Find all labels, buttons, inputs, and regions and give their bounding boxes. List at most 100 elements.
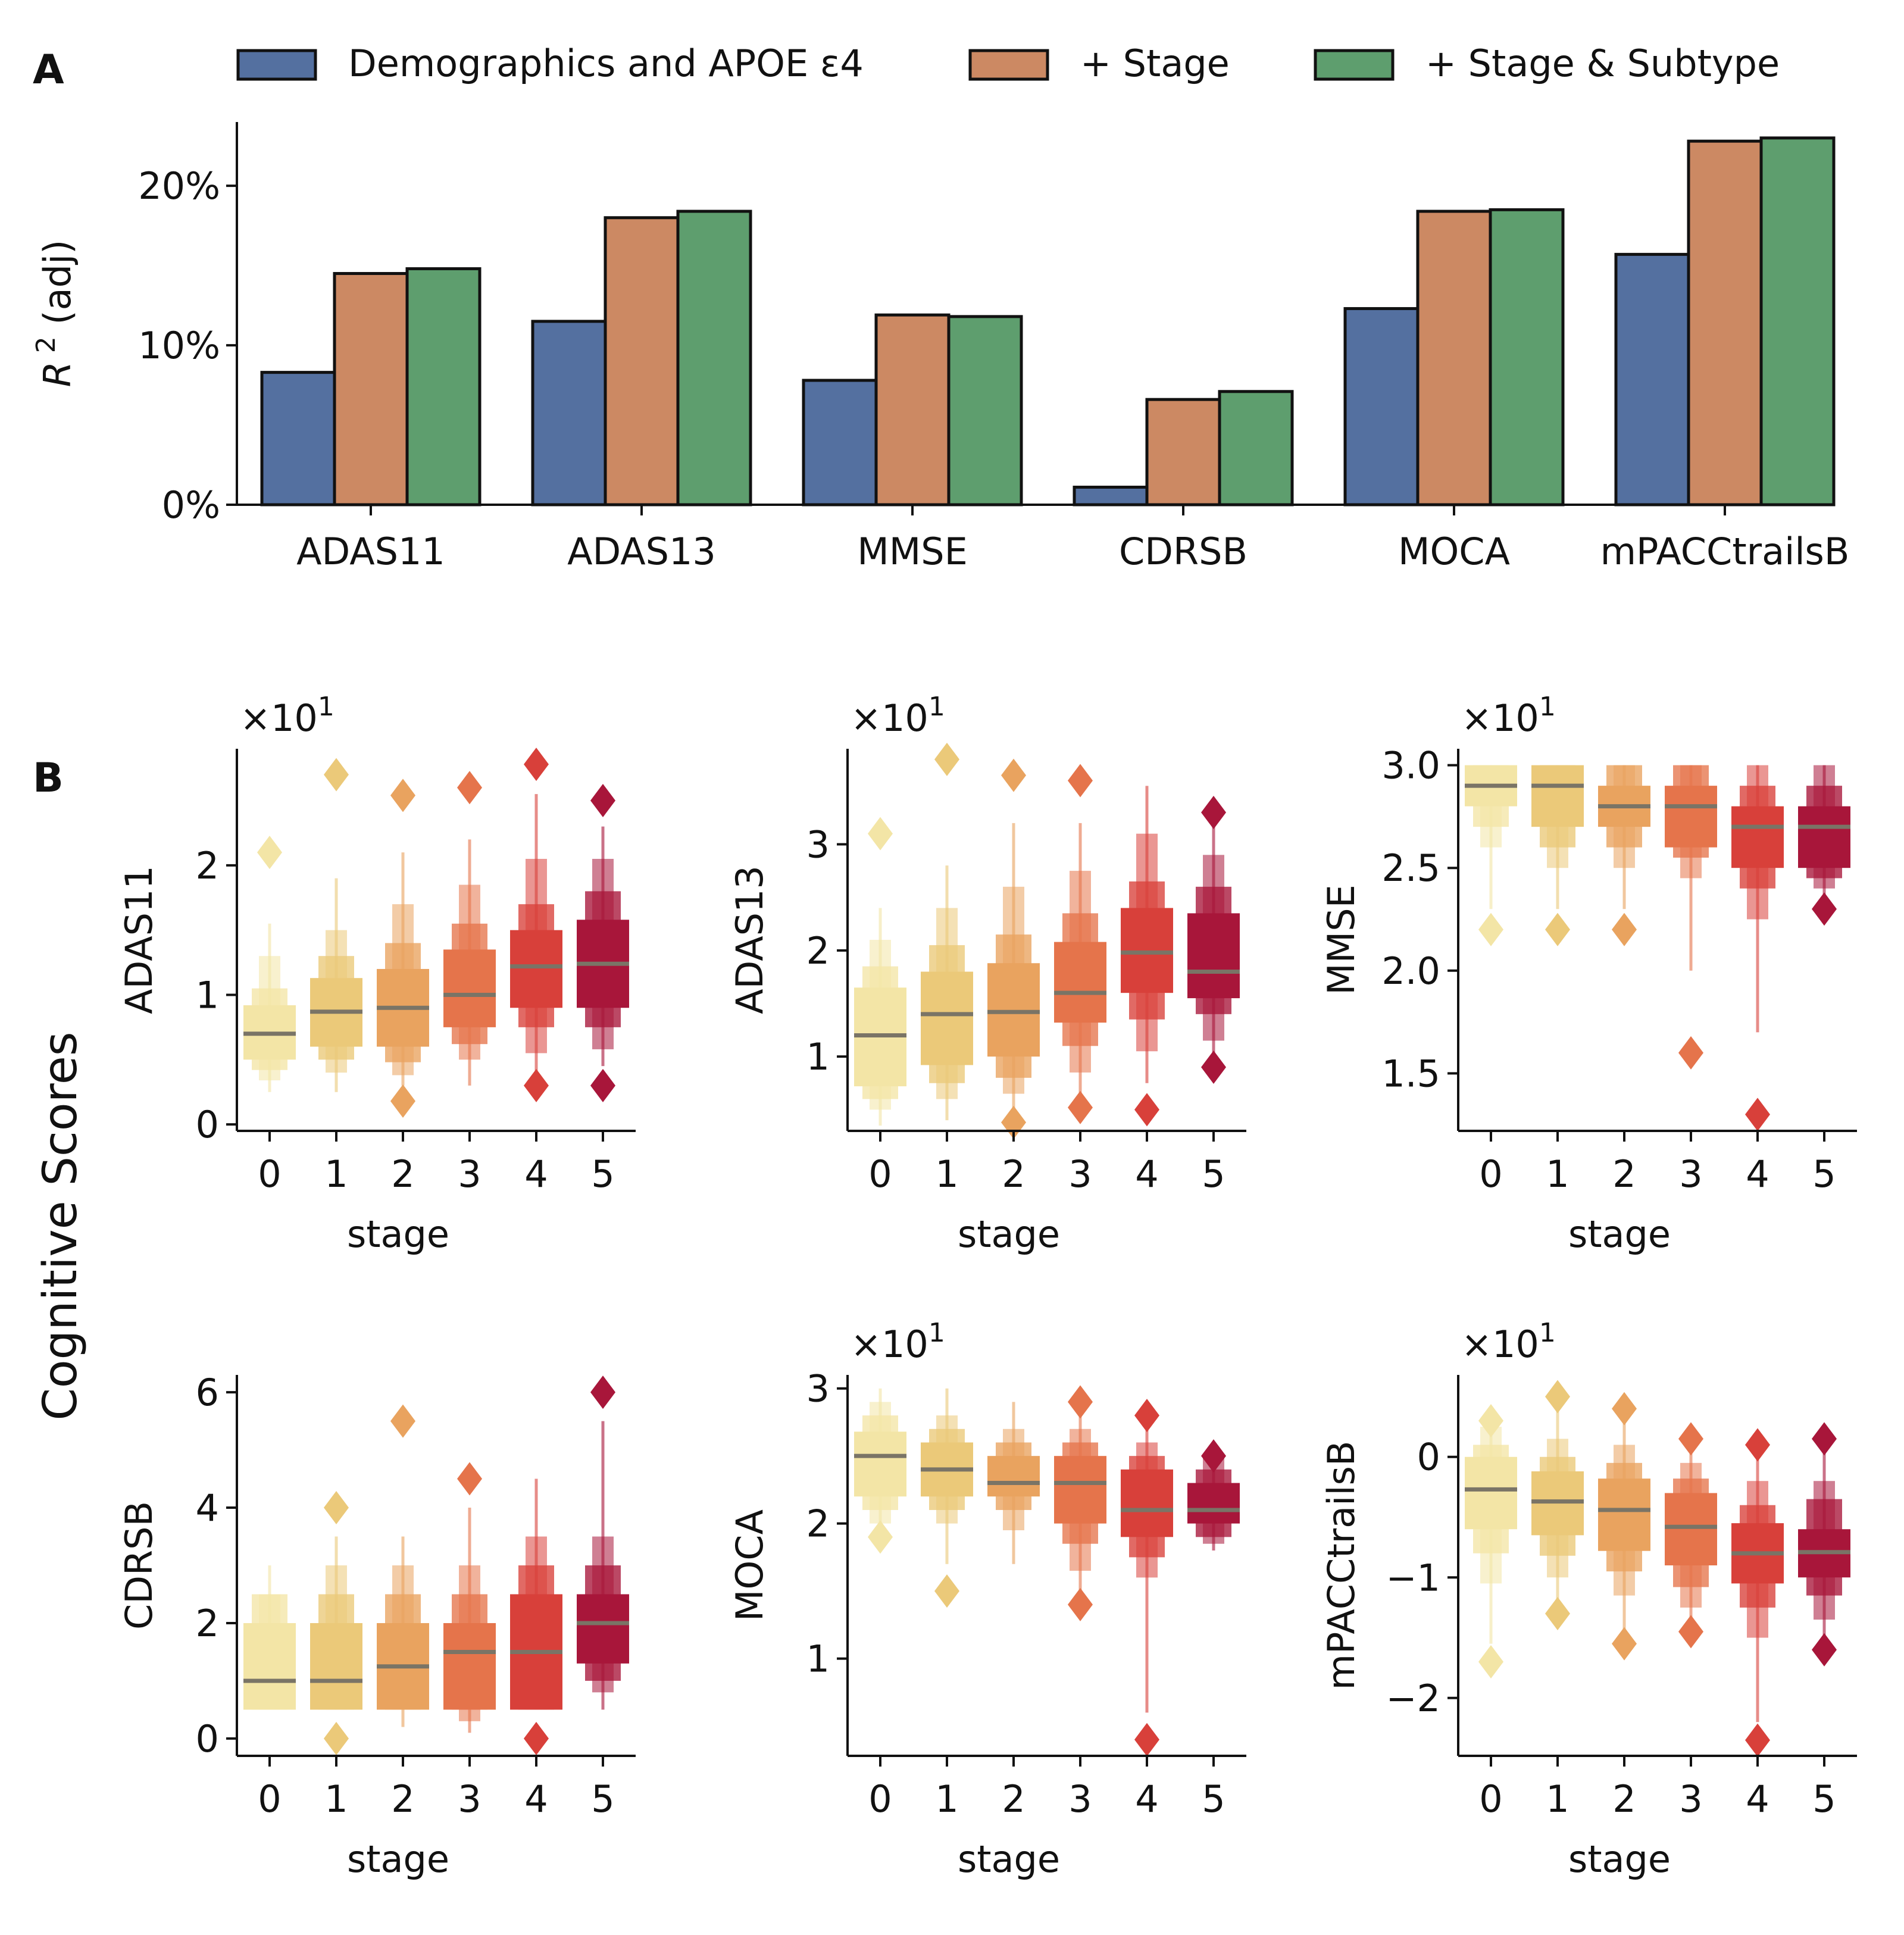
letter-box-inner: [1798, 806, 1850, 868]
x-tick-label: 4: [1135, 1152, 1158, 1196]
outlier-diamond: [590, 784, 615, 818]
stage-5-boxen: [577, 1376, 629, 1710]
outlier-diamond: [934, 1574, 959, 1608]
x-tick-label: 5: [1202, 1777, 1225, 1821]
bar-ADAS11-0: [260, 371, 336, 507]
stage-1-boxen: [310, 758, 362, 1092]
bar-ADAS11-2: [405, 267, 482, 507]
outlier-diamond: [1201, 1051, 1226, 1084]
outlier-diamond: [524, 748, 549, 781]
stage-4-boxen: [1731, 1428, 1784, 1757]
bar-ADAS13-0: [531, 320, 607, 507]
letter-box-inner: [1187, 1483, 1240, 1524]
scale-factor: ×101: [1461, 1318, 1556, 1366]
stage-5-boxen: [1798, 1422, 1850, 1667]
x-tick-label-ADAS13: ADAS13: [567, 530, 716, 573]
outlier-diamond: [1134, 1399, 1159, 1433]
bar-MMSE-1: [874, 313, 951, 507]
stage-1-boxen: [1531, 765, 1584, 946]
y-tick-label: 10%: [138, 324, 220, 367]
x-tick-label: 0: [868, 1777, 892, 1821]
legend-label-0: Demographics and APOE ε4: [348, 42, 864, 85]
stage-2-boxen: [987, 1402, 1040, 1564]
letter-box-inner: [510, 930, 562, 1008]
x-tick-label: 1: [935, 1152, 958, 1196]
x-tick-label: 5: [591, 1152, 614, 1196]
stage-4-boxen: [510, 1478, 562, 1755]
letter-box-inner: [443, 949, 496, 1027]
stage-5-boxen: [1798, 765, 1850, 926]
outlier-diamond: [1745, 1723, 1770, 1757]
outlier-diamond: [457, 1462, 482, 1496]
x-tick-label: 1: [935, 1777, 958, 1821]
x-tick-label-MOCA: MOCA: [1398, 530, 1510, 573]
stage-0-boxen: [1465, 765, 1517, 946]
y-tick-label: 3: [806, 1367, 830, 1411]
stage-1-boxen: [310, 1491, 362, 1755]
outlier-diamond: [1745, 1428, 1770, 1462]
scale-exponent: 1: [1539, 692, 1556, 722]
outlier-diamond: [1812, 1422, 1837, 1456]
y-tick-label: 4: [196, 1486, 219, 1530]
y-tick-label: 1.5: [1381, 1052, 1440, 1095]
outlier-diamond: [1201, 1439, 1226, 1473]
letter-box-inner: [577, 1594, 629, 1664]
x-tick-label: 2: [1002, 1152, 1025, 1196]
x-tick-label: 5: [1812, 1777, 1836, 1821]
outlier-diamond: [1478, 1645, 1503, 1679]
outlier-diamond: [1612, 912, 1637, 946]
letter-box-inner: [1054, 1456, 1106, 1524]
y-tick-label: 3.0: [1381, 744, 1440, 787]
outlier-diamond: [1612, 1392, 1637, 1426]
bar-MMSE-2: [947, 315, 1023, 507]
x-tick-label: 2: [391, 1777, 414, 1821]
y-tick-label: 2.0: [1381, 949, 1440, 993]
outlier-diamond: [1068, 1587, 1093, 1621]
x-tick-label: 2: [1612, 1777, 1636, 1821]
scale-exponent: 1: [928, 692, 945, 722]
y-tick-label: 2: [806, 1502, 830, 1546]
outlier-diamond: [324, 1721, 349, 1755]
outlier-diamond: [1545, 1597, 1570, 1631]
y-tick-label: 3: [806, 823, 830, 867]
stage-2-boxen: [987, 758, 1040, 1139]
y-axis-label: mPACCtrailsB: [1320, 1441, 1363, 1690]
stage-0-boxen: [1465, 1403, 1517, 1679]
bar-MMSE-0: [802, 379, 878, 507]
scale-base: ×10: [1461, 1323, 1539, 1366]
x-tick-label: 3: [1679, 1777, 1702, 1821]
letter-box-inner: [1665, 1493, 1717, 1565]
y-tick-label: 6: [196, 1371, 219, 1414]
stage-2-boxen: [1598, 1392, 1650, 1661]
scale-factor: ×101: [240, 692, 334, 740]
outlier-diamond: [1812, 1633, 1837, 1667]
x-tick-label: 3: [1679, 1152, 1702, 1196]
y-tick-label: 0: [196, 1103, 219, 1146]
shared-y-label: Cognitive Scores: [34, 1031, 87, 1420]
x-tick-label: 2: [1612, 1152, 1636, 1196]
outlier-diamond: [1745, 1098, 1770, 1131]
outlier-diamond: [1678, 1615, 1703, 1649]
outlier-diamond: [324, 1491, 349, 1525]
x-axis-label: stage: [347, 1212, 449, 1256]
x-tick-label: 0: [1479, 1777, 1502, 1821]
bar-CDRSB-1: [1145, 398, 1221, 507]
stage-2-boxen: [377, 779, 429, 1118]
stage-0-boxen: [854, 1388, 906, 1554]
outlier-diamond: [1612, 1627, 1637, 1661]
scale-exponent: 1: [318, 692, 334, 722]
stage-1-boxen: [921, 742, 973, 1121]
stage-5-boxen: [1187, 796, 1240, 1084]
outlier-diamond: [934, 742, 959, 776]
x-axis-label: stage: [958, 1212, 1060, 1256]
letter-box-inner: [1665, 786, 1717, 848]
outlier-diamond: [390, 779, 415, 812]
y-label-sup: 2: [31, 336, 61, 361]
outlier-diamond: [390, 1084, 415, 1118]
y-tick-label: 0%: [162, 483, 220, 527]
outlier-diamond: [590, 1068, 615, 1102]
letter-box-inner: [1187, 913, 1240, 999]
